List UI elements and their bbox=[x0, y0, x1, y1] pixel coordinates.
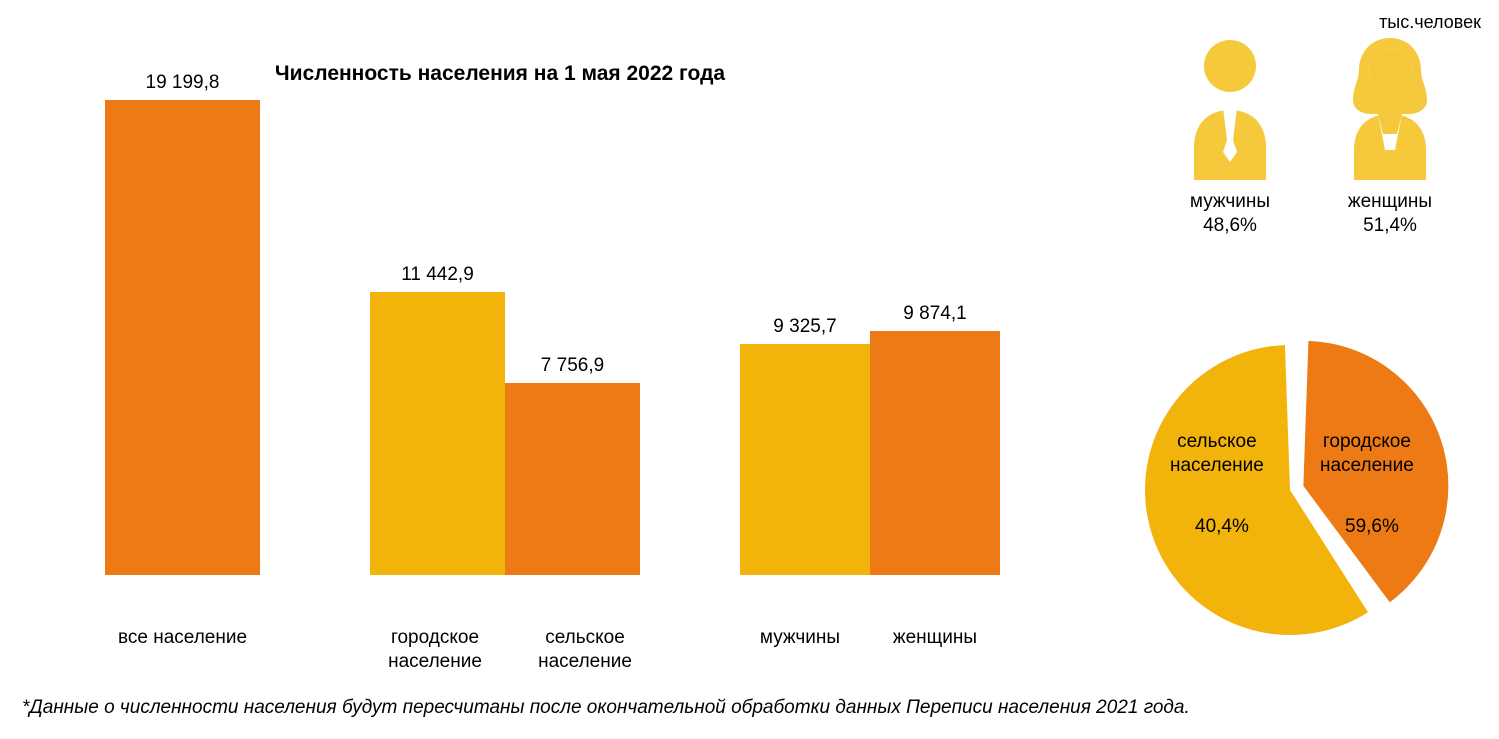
population-bar-chart: 19 199,811 442,97 756,99 325,79 874,1 вс… bbox=[60, 100, 1000, 620]
bar-x-label: женщины bbox=[860, 626, 1010, 650]
bar: 11 442,9 bbox=[370, 292, 505, 575]
pie-chart-svg bbox=[1130, 340, 1470, 660]
gender-percentage-panel: мужчины 48,6% женщины 51,4% bbox=[1150, 30, 1470, 260]
bar-value: 9 325,7 bbox=[773, 316, 836, 338]
footnote: *Данные о численности населения будут пе… bbox=[22, 697, 1190, 719]
bar-x-label: сельскоенаселение bbox=[510, 626, 660, 674]
gender-men-percent: 48,6% bbox=[1160, 215, 1300, 237]
man-icon bbox=[1165, 30, 1295, 180]
bar: 19 199,8 bbox=[105, 100, 260, 575]
bar: 7 756,9 bbox=[505, 383, 640, 575]
bar-value: 7 756,9 bbox=[541, 355, 604, 377]
gender-women-label: женщины bbox=[1320, 191, 1460, 213]
gender-men-label: мужчины bbox=[1160, 191, 1300, 213]
bar-value: 11 442,9 bbox=[401, 264, 474, 286]
bar-value: 19 199,8 bbox=[146, 72, 220, 94]
population-pie-chart: сельскоенаселение40,4%городскоенаселение… bbox=[1130, 340, 1470, 660]
gender-women-percent: 51,4% bbox=[1320, 215, 1460, 237]
gender-women-col: женщины 51,4% bbox=[1320, 30, 1460, 237]
bar: 9 325,7 bbox=[740, 344, 870, 575]
bar: 9 874,1 bbox=[870, 331, 1000, 575]
bar-x-label: городскоенаселение bbox=[360, 626, 510, 674]
woman-icon bbox=[1325, 30, 1455, 180]
gender-men-col: мужчины 48,6% bbox=[1160, 30, 1300, 237]
bar-value: 9 874,1 bbox=[903, 303, 966, 325]
bar-x-label: все население bbox=[90, 626, 275, 650]
bar-x-label: мужчины bbox=[725, 626, 875, 650]
